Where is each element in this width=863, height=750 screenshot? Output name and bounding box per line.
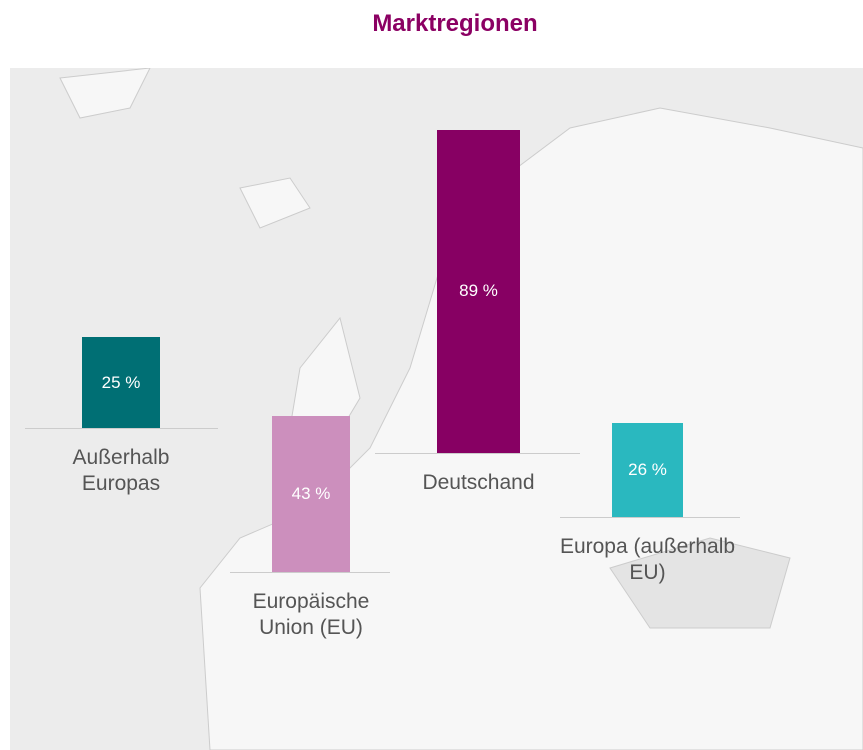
category-label: Europäische Union (EU) xyxy=(252,590,370,640)
baseline xyxy=(25,428,218,429)
value-label: 26 % xyxy=(628,459,667,479)
value-label: 43 % xyxy=(291,483,331,503)
chart-title: Marktregionen xyxy=(372,10,538,37)
bar: 26 % xyxy=(612,422,683,517)
category-label: Außerhalb Europas xyxy=(72,446,170,496)
category-label: Europa (außerhalb EU) xyxy=(559,535,736,585)
value-label: 25 % xyxy=(101,372,141,392)
baseline xyxy=(560,517,740,518)
baseline xyxy=(375,453,580,454)
bar: 43 % xyxy=(272,415,350,572)
map-background xyxy=(10,68,863,750)
value-label: 89 % xyxy=(459,281,498,301)
bar: 89 % xyxy=(437,129,520,453)
category-label: Deutschand xyxy=(422,471,535,494)
bar: 25 % xyxy=(82,337,160,428)
baseline xyxy=(230,572,390,573)
